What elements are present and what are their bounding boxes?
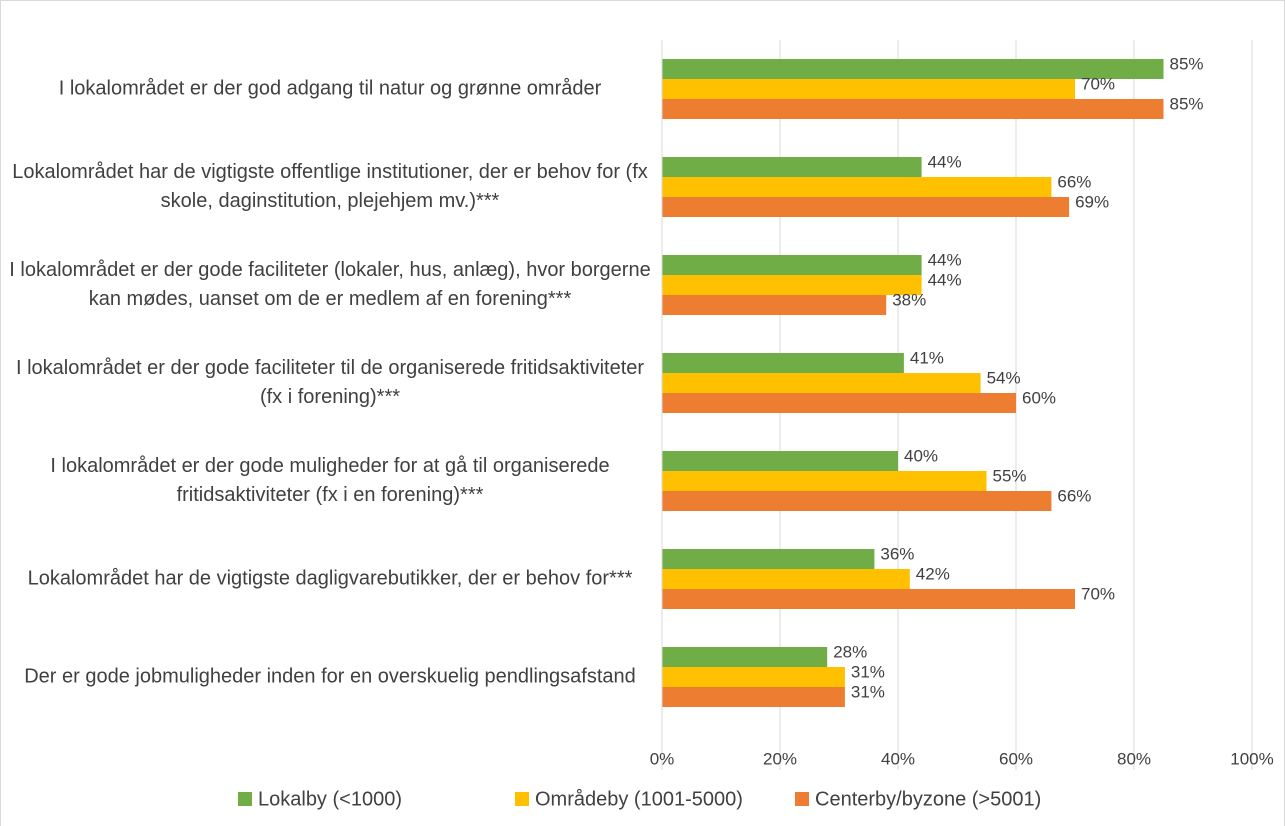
bar bbox=[662, 549, 875, 569]
legend-label: Områdeby (1001-5000) bbox=[535, 788, 743, 810]
bar bbox=[662, 373, 981, 393]
bar bbox=[662, 59, 1164, 79]
legend-swatch bbox=[238, 792, 252, 806]
bar bbox=[662, 255, 922, 275]
bar bbox=[662, 177, 1052, 197]
category-label: I lokalområdet er der gode faciliteter (… bbox=[9, 259, 651, 310]
x-tick-label: 100% bbox=[1230, 749, 1273, 768]
bar bbox=[662, 353, 904, 373]
category-label: Der er gode jobmuligheder inden for en o… bbox=[24, 665, 636, 688]
data-label: 41% bbox=[910, 348, 944, 367]
data-label: 85% bbox=[1170, 54, 1204, 73]
category-label: I lokalområdet er der gode muligheder fo… bbox=[50, 455, 610, 506]
data-label: 28% bbox=[833, 642, 867, 661]
category-label: Lokalområdet har de vigtigste dagligvare… bbox=[27, 567, 633, 590]
x-tick-label: 0% bbox=[650, 749, 675, 768]
legend-label: Centerby/byzone (>5001) bbox=[815, 788, 1041, 810]
bar bbox=[662, 687, 845, 707]
bar bbox=[662, 275, 922, 295]
bar bbox=[662, 157, 922, 177]
bar bbox=[662, 491, 1052, 511]
data-label: 54% bbox=[987, 368, 1021, 387]
data-label: 69% bbox=[1075, 192, 1109, 211]
category-label: Lokalområdet har de vigtigste offentlige… bbox=[12, 161, 648, 212]
data-label: 31% bbox=[851, 682, 885, 701]
data-label: 42% bbox=[916, 564, 950, 583]
data-label: 55% bbox=[993, 466, 1027, 485]
legend-label: Lokalby (<1000) bbox=[258, 788, 402, 810]
legend-swatch bbox=[795, 792, 809, 806]
bar bbox=[662, 79, 1075, 99]
data-label: 36% bbox=[880, 544, 914, 563]
category-label: I lokalområdet er der god adgang til nat… bbox=[58, 77, 602, 100]
bar bbox=[662, 393, 1016, 413]
bar bbox=[662, 295, 887, 315]
data-label: 44% bbox=[928, 152, 962, 171]
data-label: 66% bbox=[1057, 486, 1091, 505]
x-tick-label: 20% bbox=[763, 749, 797, 768]
bar bbox=[662, 569, 910, 589]
x-tick-label: 40% bbox=[881, 749, 915, 768]
data-label: 70% bbox=[1081, 584, 1115, 603]
data-label: 38% bbox=[892, 290, 926, 309]
data-label: 85% bbox=[1170, 94, 1204, 113]
x-tick-label: 80% bbox=[1117, 749, 1151, 768]
x-tick-label: 60% bbox=[999, 749, 1033, 768]
data-label: 40% bbox=[904, 446, 938, 465]
legend-swatch bbox=[515, 792, 529, 806]
bar bbox=[662, 647, 828, 667]
data-label: 44% bbox=[928, 270, 962, 289]
bar bbox=[662, 471, 987, 491]
category-label: I lokalområdet er der gode faciliteter t… bbox=[15, 357, 645, 408]
data-label: 60% bbox=[1022, 388, 1056, 407]
data-label: 31% bbox=[851, 662, 885, 681]
bar bbox=[662, 451, 898, 471]
data-label: 70% bbox=[1081, 74, 1115, 93]
bar bbox=[662, 99, 1164, 119]
bar bbox=[662, 667, 845, 687]
data-label: 66% bbox=[1057, 172, 1091, 191]
data-label: 44% bbox=[928, 250, 962, 269]
bar bbox=[662, 589, 1075, 609]
bar bbox=[662, 197, 1070, 217]
